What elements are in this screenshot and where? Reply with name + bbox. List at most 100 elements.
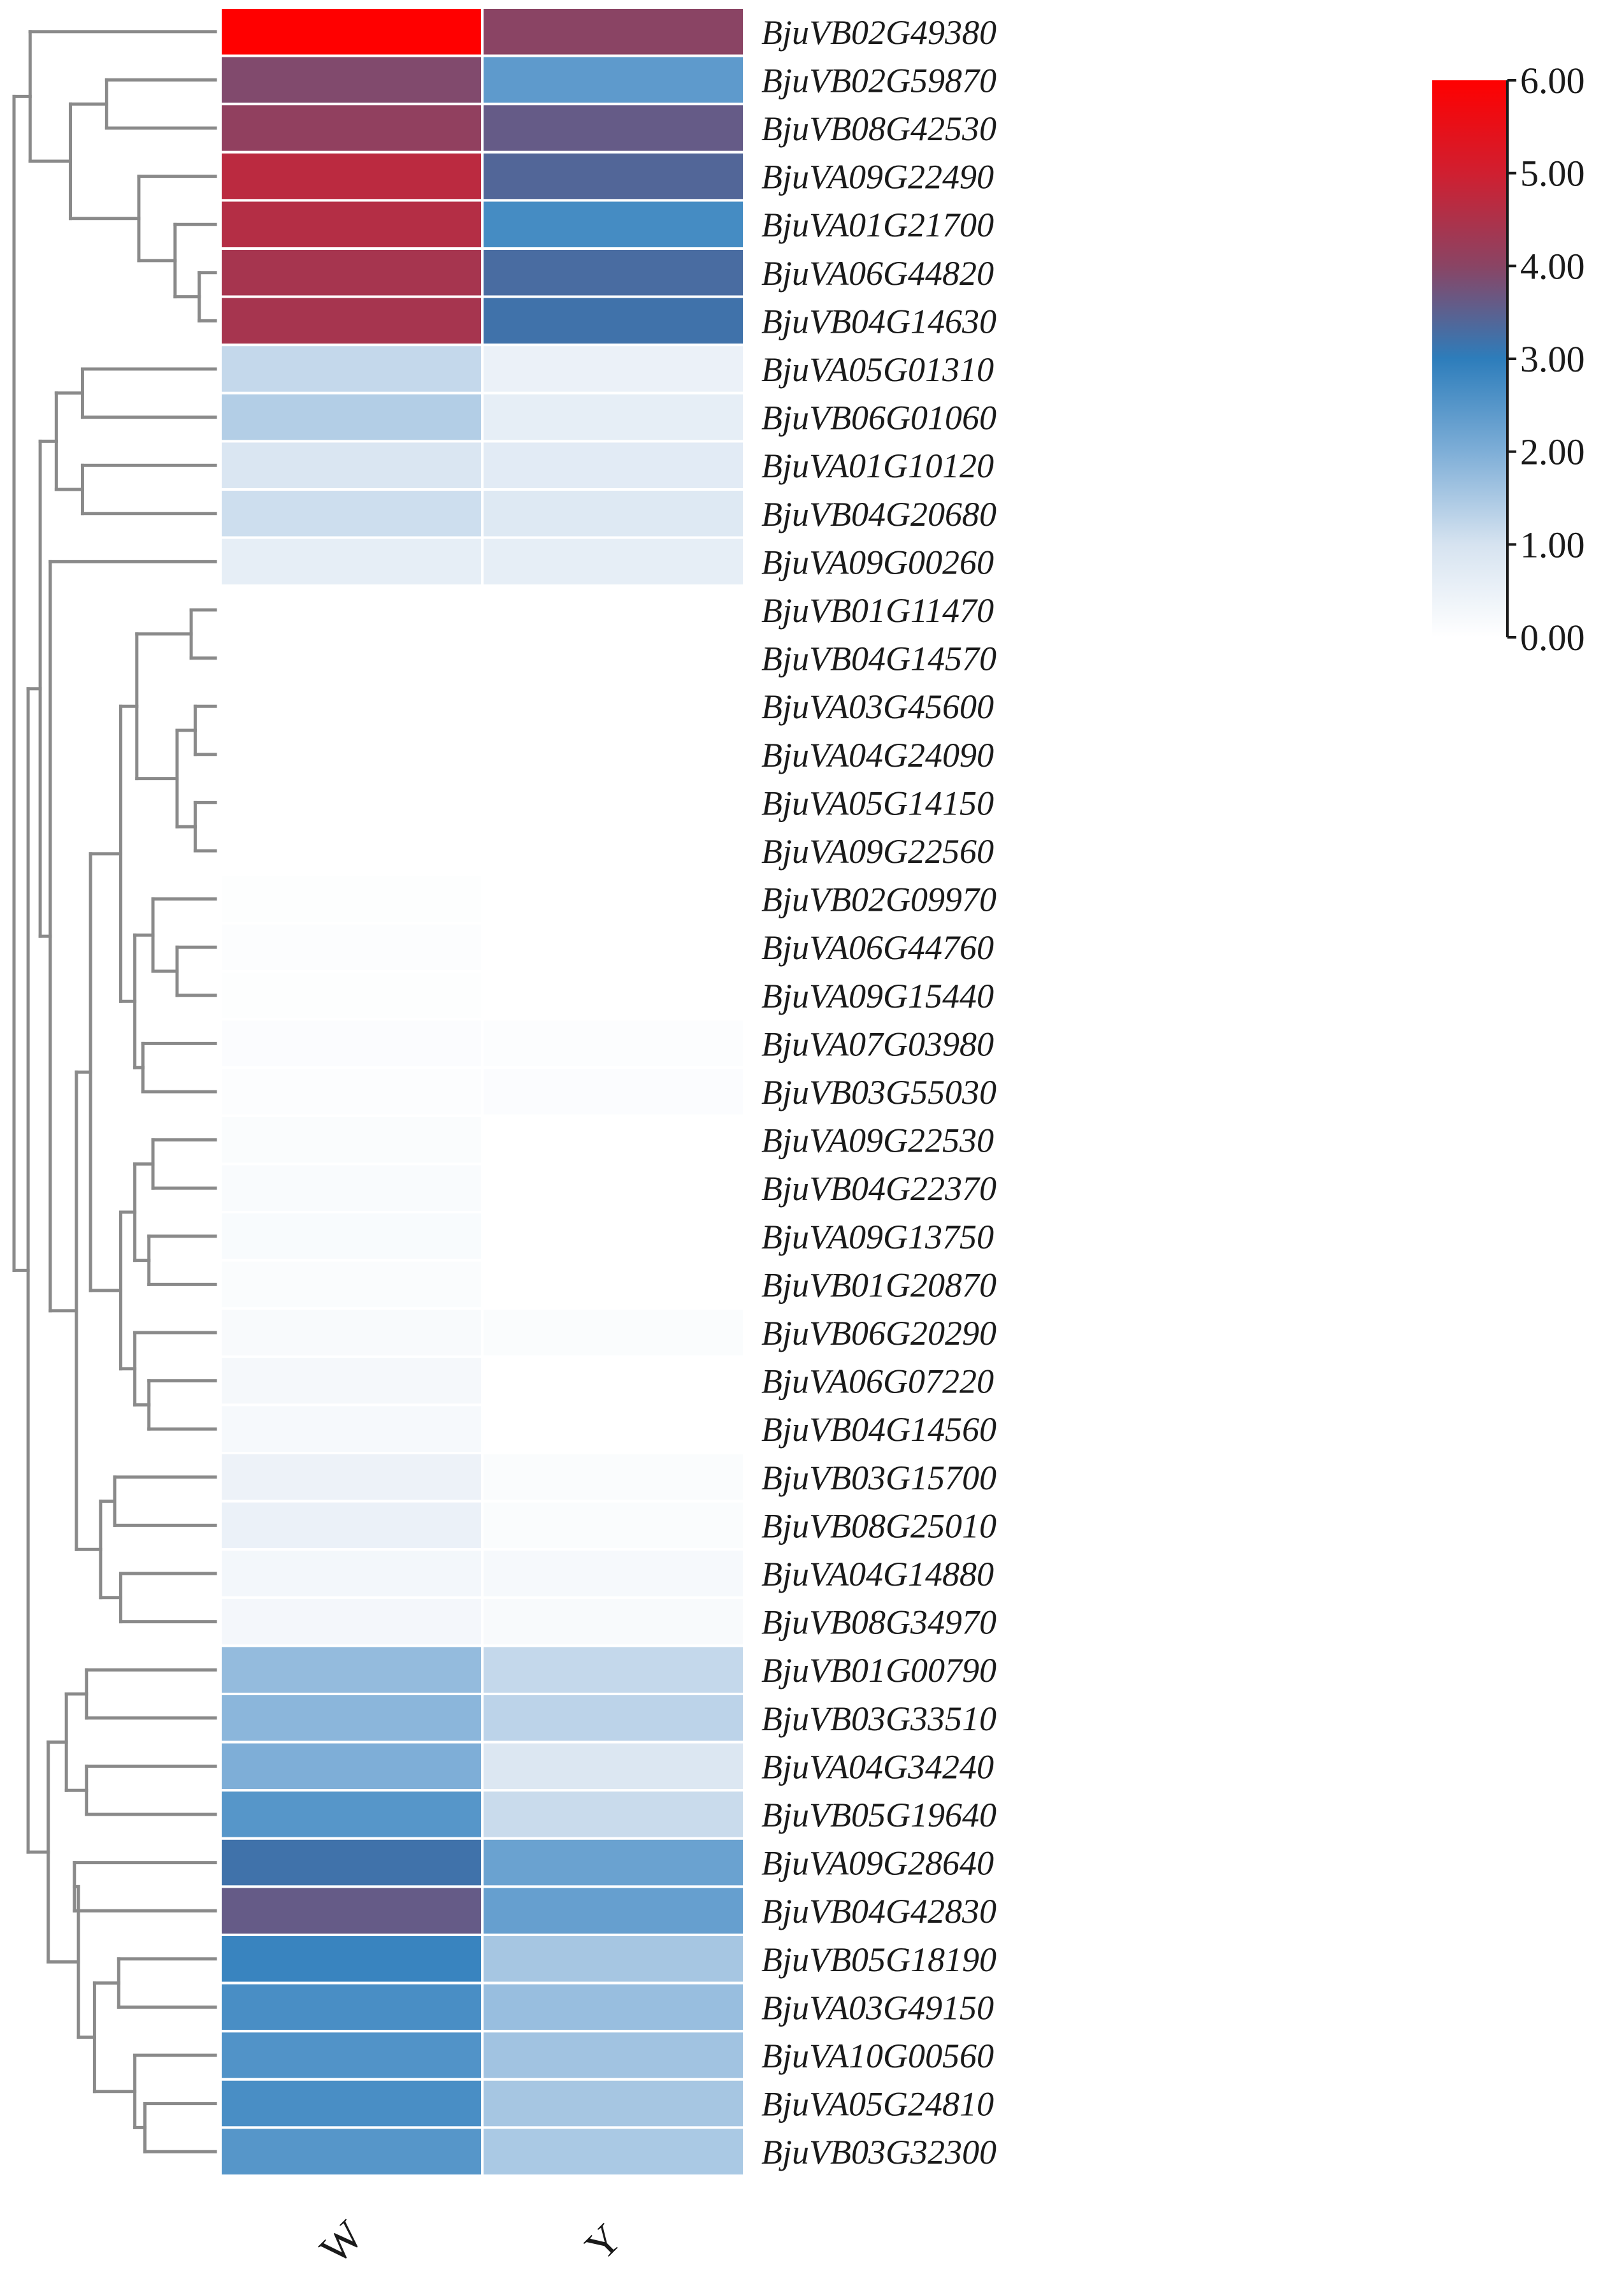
row-label-bjuva09g15440: BjuVA09G15440 [761,977,994,1015]
row-label-bjuvb03g55030: BjuVB03G55030 [761,1073,996,1111]
cell-bjuvb04g14570-w [219,632,484,684]
cell-bjuva09g22560-y [481,825,745,876]
cell-bjuvb05g19640-y [481,1789,745,1840]
cell-bjuvb04g22370-y [481,1162,745,1214]
row-label-bjuvb02g49380: BjuVB02G49380 [761,13,996,52]
row-label-bjuvb04g22370: BjuVB04G22370 [761,1169,996,1208]
cell-bjuva09g22530-w [219,1114,484,1166]
row-label-bjuva10g00560: BjuVA10G00560 [761,2037,994,2075]
cell-bjuva09g00260-y [481,536,745,588]
cell-bjuvb03g15700-w [219,1452,484,1503]
cell-bjuvb02g09970-y [481,873,745,925]
cell-bjuvb02g09970-w [219,873,484,925]
row-label-bjuvb04g42830: BjuVB04G42830 [761,1892,996,1930]
cell-bjuvb04g14560-y [481,1403,745,1454]
cell-bjuva03g45600-w [219,681,484,732]
cell-bjuva01g21700-w [219,199,484,250]
row-label-bjuvb05g18190: BjuVB05G18190 [761,1941,996,1979]
cell-bjuvb02g49380-y [481,6,745,57]
cell-bjuva06g44820-y [481,247,745,298]
colorbar-tick-label-0-00: 0.00 [1520,617,1585,658]
row-label-bjuva09g22490: BjuVA09G22490 [761,158,994,196]
cell-bjuvb06g01060-w [219,391,484,443]
row-label-bjuvb03g32300: BjuVB03G32300 [761,2133,996,2171]
cell-bjuvb06g20290-y [481,1307,745,1358]
cell-bjuva09g28640-y [481,1837,745,1888]
cell-bjuva06g44820-w [219,247,484,298]
cell-bjuvb06g01060-y [481,391,745,443]
row-label-bjuva04g14880: BjuVA04G14880 [761,1555,994,1593]
cell-bjuvb04g42830-w [219,1885,484,1936]
row-label-bjuva09g28640: BjuVA09G28640 [761,1844,994,1883]
cell-bjuvb03g33510-y [481,1693,745,1744]
cell-bjuvb03g33510-w [219,1693,484,1744]
row-label-bjuvb08g42530: BjuVB08G42530 [761,110,996,148]
cell-bjuvb08g42530-y [481,103,745,154]
cell-bjuva09g00260-w [219,536,484,588]
cell-bjuvb08g25010-w [219,1500,484,1551]
cell-bjuva04g24090-w [219,729,484,780]
row-label-bjuvb03g15700: BjuVB03G15700 [761,1459,996,1497]
cell-bjuvb01g11470-w [219,584,484,635]
cell-bjuva04g14880-y [481,1548,745,1599]
row-label-bjuvb04g14560: BjuVB04G14560 [761,1410,996,1449]
row-label-bjuvb01g00790: BjuVB01G00790 [761,1651,996,1689]
cell-bjuvb01g20870-y [481,1259,745,1310]
cell-bjuvb08g25010-y [481,1500,745,1551]
cell-bjuva09g13750-w [219,1211,484,1262]
row-label-bjuvb04g20680: BjuVB04G20680 [761,495,996,533]
cell-bjuva05g01310-y [481,344,745,394]
column-label-y: Y [577,2215,631,2269]
row-label-bjuvb06g01060: BjuVB06G01060 [761,399,996,437]
cell-bjuvb04g14630-y [481,295,745,347]
row-label-bjuvb02g59870: BjuVB02G59870 [761,61,996,99]
row-label-bjuva04g24090: BjuVA04G24090 [761,736,994,774]
cell-bjuvb01g00790-y [481,1644,745,1695]
row-label-bjuva07g03980: BjuVA07G03980 [761,1025,994,1063]
cell-bjuvb05g19640-w [219,1789,484,1840]
cell-bjuva01g10120-y [481,440,745,491]
row-label-bjuvb08g25010: BjuVB08G25010 [761,1507,996,1545]
cell-bjuva06g44760-w [219,922,484,973]
cell-bjuva09g22530-y [481,1114,745,1166]
row-label-bjuvb02g09970: BjuVB02G09970 [761,881,996,919]
cell-bjuvb08g34970-w [219,1596,484,1647]
row-label-bjuva03g49150: BjuVA03G49150 [761,1988,994,2027]
row-label-bjuva09g22530: BjuVA09G22530 [761,1122,994,1160]
colorbar: 0.00 1.00 2.00 3.00 4.00 5.00 6.00 [1432,60,1585,658]
cell-bjuvb05g18190-y [481,1934,745,1985]
cell-bjuvb04g42830-y [481,1885,745,1936]
cell-bjuva09g22490-w [219,150,484,202]
cell-bjuvb04g14560-w [219,1403,484,1454]
cell-bjuvb03g15700-y [481,1452,745,1503]
row-label-bjuva06g07220: BjuVA06G07220 [761,1363,994,1401]
cell-bjuva04g24090-y [481,729,745,780]
row-dendrogram [12,30,217,2153]
cell-bjuvb01g11470-y [481,584,745,635]
cell-bjuva03g45600-y [481,681,745,732]
row-label-bjuva05g14150: BjuVA05G14150 [761,784,994,822]
row-label-bjuva05g01310: BjuVA05G01310 [761,351,994,389]
row-label-bjuva06g44820: BjuVA06G44820 [761,254,994,293]
row-label-bjuva09g00260: BjuVA09G00260 [761,543,994,581]
cell-bjuva10g00560-w [219,2030,484,2081]
cell-bjuva09g28640-w [219,1837,484,1888]
cell-bjuvb01g20870-w [219,1259,484,1310]
row-label-bjuva04g34240: BjuVA04G34240 [761,1747,994,1786]
cell-bjuvb02g59870-y [481,54,745,106]
cell-bjuvb02g59870-w [219,54,484,106]
row-label-bjuvb01g11470: BjuVB01G11470 [761,591,994,630]
colorbar-tick-label-6-00: 6.00 [1520,60,1585,101]
cell-bjuvb03g55030-w [219,1066,484,1117]
colorbar-tick-label-4-00: 4.00 [1520,245,1585,287]
row-label-bjuva09g13750: BjuVA09G13750 [761,1218,994,1256]
row-label-bjuva05g24810: BjuVA05G24810 [761,2085,994,2123]
cell-bjuvb03g55030-y [481,1066,745,1117]
cell-bjuvb04g14630-w [219,295,484,347]
cell-bjuvb03g32300-y [481,2126,745,2177]
cell-bjuvb02g49380-w [219,6,484,57]
cell-bjuva09g15440-w [219,970,484,1021]
cell-bjuvb04g20680-w [219,488,484,539]
